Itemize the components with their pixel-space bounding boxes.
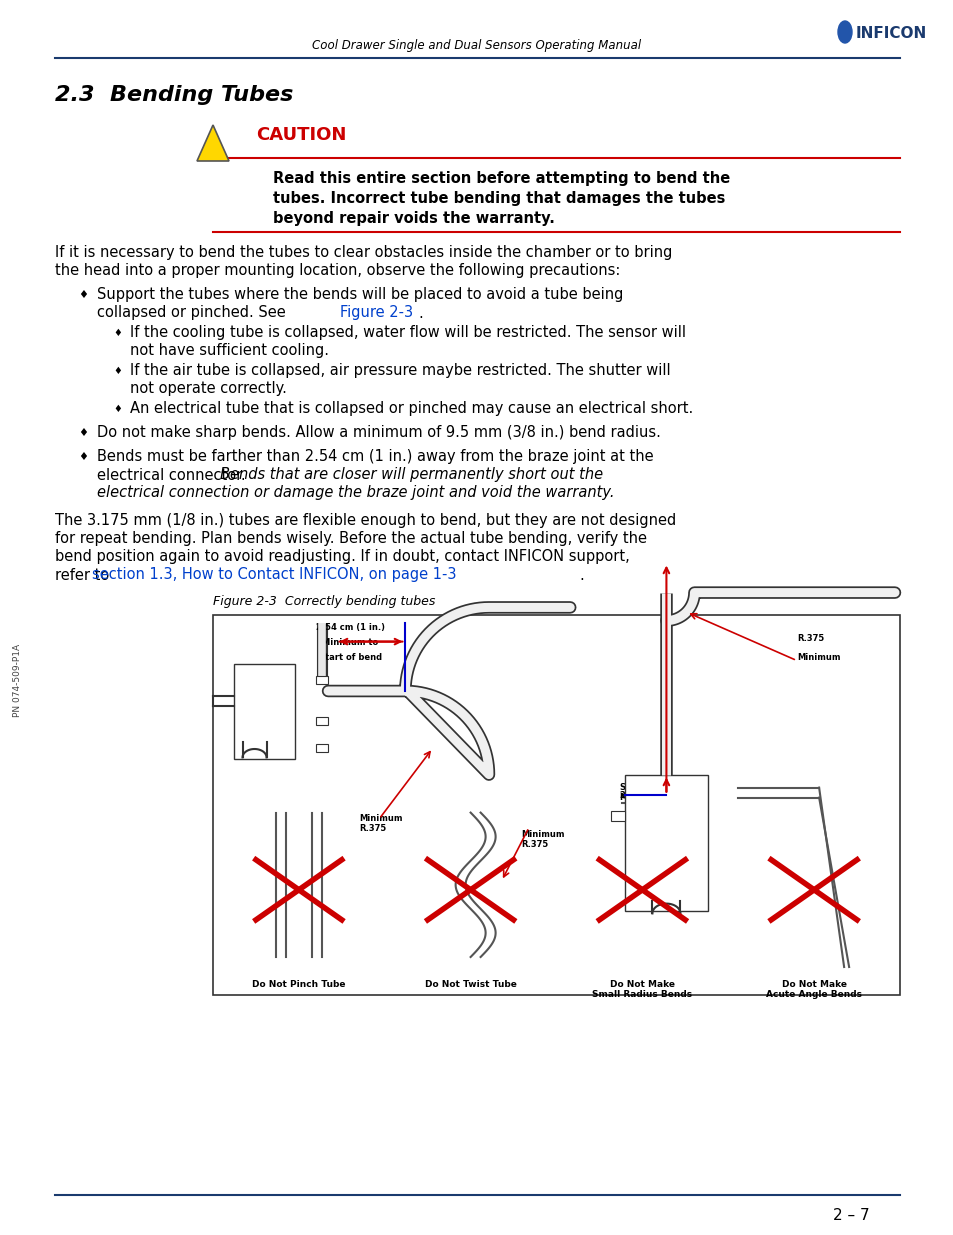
Text: 2.54 cm (1 in.): 2.54 cm (1 in.) <box>315 622 384 631</box>
Text: !: ! <box>210 138 216 153</box>
Text: ♦: ♦ <box>78 429 88 438</box>
Text: .: . <box>417 305 422 321</box>
Bar <box>315 676 328 684</box>
Bar <box>624 774 707 911</box>
Bar <box>315 743 328 752</box>
Text: R.375: R.375 <box>520 840 548 850</box>
Text: section 1.3, How to Contact INFICON, on page 1-3: section 1.3, How to Contact INFICON, on … <box>91 568 456 583</box>
Text: Read this entire section before attempting to bend the: Read this entire section before attempti… <box>273 170 729 185</box>
Text: ♦: ♦ <box>78 452 88 462</box>
Text: ♦: ♦ <box>112 404 122 414</box>
Text: Figure 2-3: Figure 2-3 <box>339 305 413 321</box>
Text: Start of bend: Start of bend <box>619 783 682 792</box>
Text: ♦: ♦ <box>112 329 122 338</box>
Text: beyond repair voids the warranty.: beyond repair voids the warranty. <box>273 210 555 226</box>
Text: R.375: R.375 <box>358 824 386 832</box>
Text: Do Not Twist Tube: Do Not Twist Tube <box>424 979 516 989</box>
Text: CAUTION: CAUTION <box>255 126 346 144</box>
Bar <box>611 810 624 820</box>
Text: The 3.175 mm (1/8 in.) tubes are flexible enough to bend, but they are not desig: The 3.175 mm (1/8 in.) tubes are flexibl… <box>55 514 676 529</box>
Bar <box>233 664 295 760</box>
Text: Minimum to: Minimum to <box>322 637 378 647</box>
Text: Bends that are closer will permanently short out the: Bends that are closer will permanently s… <box>220 468 602 483</box>
Text: PN 074-509-P1A: PN 074-509-P1A <box>13 643 23 716</box>
Bar <box>213 615 899 995</box>
Text: Do Not Make
Acute Angle Bends: Do Not Make Acute Angle Bends <box>765 979 862 999</box>
Text: 2.3  Bending Tubes: 2.3 Bending Tubes <box>55 85 294 105</box>
Text: Figure 2-3  Correctly bending tubes: Figure 2-3 Correctly bending tubes <box>213 594 435 608</box>
Text: If the air tube is collapsed, air pressure maybe restricted. The shutter will: If the air tube is collapsed, air pressu… <box>130 363 670 378</box>
Text: ♦: ♦ <box>112 366 122 375</box>
Text: Minimum: Minimum <box>520 830 564 840</box>
Text: collapsed or pinched. See: collapsed or pinched. See <box>97 305 290 321</box>
Text: Do Not Pinch Tube: Do Not Pinch Tube <box>252 979 345 989</box>
Text: tubes. Incorrect tube bending that damages the tubes: tubes. Incorrect tube bending that damag… <box>273 190 724 205</box>
Polygon shape <box>196 125 229 161</box>
Bar <box>315 718 328 725</box>
Text: R.375: R.375 <box>796 634 823 643</box>
Text: bend position again to avoid readjusting. If in doubt, contact INFICON support,: bend position again to avoid readjusting… <box>55 550 629 564</box>
Text: .: . <box>578 568 583 583</box>
Text: the head into a proper mounting location, observe the following precautions:: the head into a proper mounting location… <box>55 263 619 279</box>
Text: not have sufficient cooling.: not have sufficient cooling. <box>130 343 329 358</box>
Text: not operate correctly.: not operate correctly. <box>130 382 287 396</box>
Text: Support the tubes where the bends will be placed to avoid a tube being: Support the tubes where the bends will b… <box>97 288 622 303</box>
Text: Cool Drawer Single and Dual Sensors Operating Manual: Cool Drawer Single and Dual Sensors Oper… <box>313 38 640 52</box>
Text: Start of bend: Start of bend <box>318 653 381 662</box>
Text: Minimum to: Minimum to <box>619 793 676 802</box>
Text: electrical connection or damage the braze joint and void the warranty.: electrical connection or damage the braz… <box>97 485 614 500</box>
Text: 2 – 7: 2 – 7 <box>833 1208 869 1223</box>
Text: If the cooling tube is collapsed, water flow will be restricted. The sensor will: If the cooling tube is collapsed, water … <box>130 326 685 341</box>
Text: for repeat bending. Plan bends wisely. Before the actual tube bending, verify th: for repeat bending. Plan bends wisely. B… <box>55 531 646 547</box>
Text: Minimum: Minimum <box>358 814 402 823</box>
Text: Minimum: Minimum <box>796 653 840 662</box>
Text: If it is necessary to bend the tubes to clear obstacles inside the chamber or to: If it is necessary to bend the tubes to … <box>55 246 672 261</box>
Text: Do Not Make
Small Radius Bends: Do Not Make Small Radius Bends <box>592 979 692 999</box>
Text: refer to: refer to <box>55 568 113 583</box>
Text: An electrical tube that is collapsed or pinched may cause an electrical short.: An electrical tube that is collapsed or … <box>130 401 693 416</box>
Text: ♦: ♦ <box>78 290 88 300</box>
Text: Bends must be farther than 2.54 cm (1 in.) away from the braze joint at the: Bends must be farther than 2.54 cm (1 in… <box>97 450 653 464</box>
Ellipse shape <box>837 21 851 43</box>
Text: electrical connector.: electrical connector. <box>97 468 250 483</box>
Text: INFICON: INFICON <box>855 26 926 41</box>
Text: 2.54 cm (1 in.): 2.54 cm (1 in.) <box>619 790 688 799</box>
Text: Do not make sharp bends. Allow a minimum of 9.5 mm (3/8 in.) bend radius.: Do not make sharp bends. Allow a minimum… <box>97 426 660 441</box>
